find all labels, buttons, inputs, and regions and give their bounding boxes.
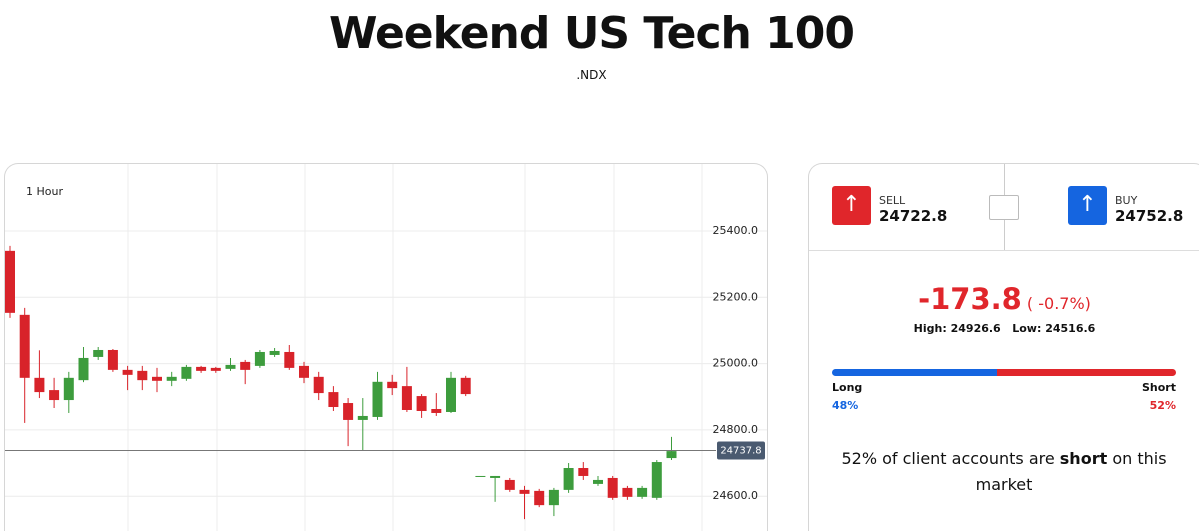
candle-body — [593, 479, 603, 484]
candle-body — [372, 381, 383, 417]
candle-body — [328, 392, 339, 408]
candle-body — [19, 314, 30, 378]
candle-body — [240, 361, 251, 370]
candle-body — [166, 376, 177, 381]
candle-body — [299, 365, 309, 378]
sentence-emphasis: short — [1059, 449, 1108, 468]
y-tick-label: 25200.0 — [713, 290, 759, 303]
candle-body — [607, 477, 618, 498]
candle-body — [519, 489, 530, 494]
candle-body — [225, 364, 236, 369]
candle-body — [651, 462, 662, 498]
candle-body — [34, 377, 45, 393]
candle-body — [431, 408, 442, 413]
candle-body — [284, 351, 295, 368]
buy-button[interactable]: ↑ — [1068, 186, 1107, 225]
candle-body — [181, 366, 192, 379]
trade-panel: ↑ SELL 24722.8 ↑ BUY 24752.8 -173.8 ( -0… — [808, 163, 1199, 531]
short-bar — [997, 369, 1176, 376]
y-tick-label: 25000.0 — [713, 357, 759, 370]
long-bar — [832, 369, 998, 376]
candle-body — [446, 377, 456, 412]
candle-body — [196, 366, 207, 371]
candle-body — [504, 479, 515, 490]
candle-body — [78, 357, 89, 381]
short-label: Short — [1142, 381, 1176, 394]
candle-body — [343, 403, 354, 420]
y-tick-label: 24600.0 — [713, 489, 759, 502]
ticker: .NDX — [576, 68, 607, 82]
candle-body — [548, 489, 559, 506]
candle-body — [313, 376, 324, 394]
candle-body — [401, 386, 412, 410]
y-tick-label: 24800.0 — [713, 423, 759, 436]
candle-body — [152, 376, 162, 381]
buy-label: BUY — [1115, 194, 1138, 207]
candle-body — [416, 396, 427, 411]
divider — [1004, 164, 1005, 195]
page-title: Weekend US Tech 100 — [328, 8, 855, 59]
high-value: 24926.6 — [950, 322, 1001, 335]
buy-price: 24752.8 — [1115, 207, 1184, 225]
sentiment-bar — [832, 369, 1176, 376]
candle-body — [490, 475, 501, 478]
current-price-box — [717, 441, 765, 460]
candle-body — [5, 250, 15, 313]
quantity-box[interactable] — [989, 195, 1019, 220]
chart-panel: 1 Hour 24600.0 24800.0 25000.0 25200.0 25400… — [4, 163, 768, 531]
candle-body — [49, 390, 60, 401]
long-value: 48% — [832, 399, 859, 412]
low-label: Low: — [1012, 322, 1042, 335]
y-tick-label: 25400.0 — [713, 224, 759, 237]
timeframe: 1 Hour — [26, 185, 63, 198]
candle-body — [269, 350, 280, 355]
high-label: High: — [913, 322, 947, 335]
change: -173.8 ( -0.7%) — [809, 282, 1199, 316]
divider — [1004, 220, 1005, 250]
low-value: 24516.6 — [1045, 322, 1096, 335]
current-price-label: 24737.8 — [720, 446, 761, 457]
sentence-part: 52% of client accounts are — [841, 449, 1060, 468]
sell-button[interactable]: ↑ — [832, 186, 871, 225]
candle-body — [637, 487, 648, 497]
candle-body — [534, 490, 545, 506]
candle-body — [622, 487, 633, 497]
candle-body — [666, 451, 677, 459]
candle-body — [210, 367, 221, 371]
candle-body — [122, 369, 133, 375]
separator — [809, 250, 1199, 251]
candle-body — [475, 475, 486, 477]
candle-body — [578, 468, 589, 476]
candle-body — [63, 377, 74, 401]
short-value: 52% — [1149, 399, 1176, 412]
candle-body — [107, 349, 118, 370]
sell-label: SELL — [879, 194, 906, 207]
sell-price: 24722.8 — [879, 207, 948, 225]
candle-body — [254, 351, 265, 366]
candle-body — [387, 381, 398, 389]
candle-body — [357, 415, 368, 420]
v-grid — [127, 164, 703, 531]
change-percent: ( -0.7%) — [1026, 294, 1091, 313]
chart: 1 Hour 24600.0 24800.0 25000.0 25200.0 25400… — [5, 164, 767, 531]
candle-body — [460, 377, 471, 395]
long-label: Long — [832, 381, 863, 394]
range: High: 24926.6 Low: 24516.6 — [809, 322, 1199, 335]
change-value: -173.8 — [918, 282, 1022, 316]
sentiment-text: 52% of client accounts are short on this… — [839, 446, 1169, 498]
candle-body — [137, 370, 148, 381]
sentence-part: on this market — [975, 449, 1167, 494]
candle-body — [563, 468, 574, 490]
candle-body — [93, 349, 104, 357]
